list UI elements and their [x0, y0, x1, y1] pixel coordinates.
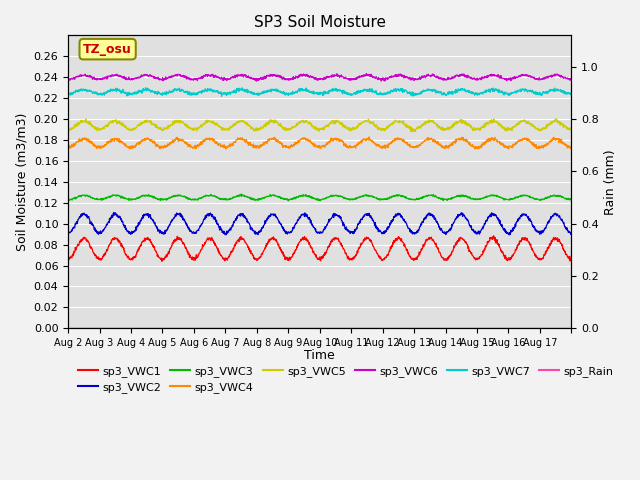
Y-axis label: Rain (mm): Rain (mm)	[604, 149, 618, 215]
X-axis label: Time: Time	[305, 349, 335, 362]
Text: TZ_osu: TZ_osu	[83, 43, 132, 56]
Title: SP3 Soil Moisture: SP3 Soil Moisture	[253, 15, 386, 30]
Legend: sp3_VWC1, sp3_VWC2, sp3_VWC3, sp3_VWC4, sp3_VWC5, sp3_VWC6, sp3_VWC7, sp3_Rain: sp3_VWC1, sp3_VWC2, sp3_VWC3, sp3_VWC4, …	[74, 361, 618, 397]
Y-axis label: Soil Moisture (m3/m3): Soil Moisture (m3/m3)	[15, 113, 28, 251]
